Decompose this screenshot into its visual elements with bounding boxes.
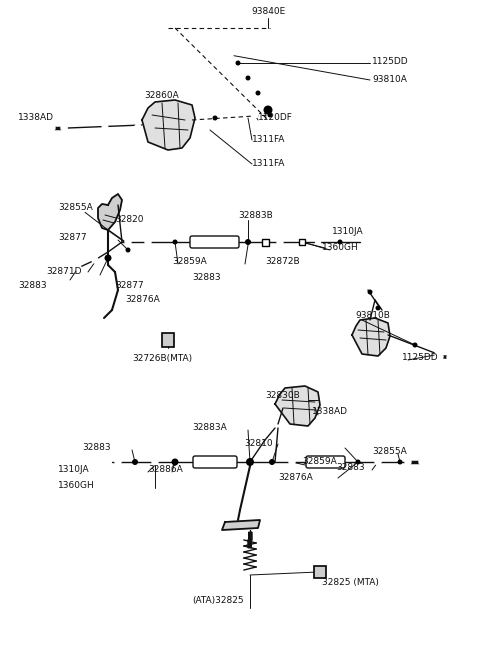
Text: 32872B: 32872B (265, 257, 300, 267)
Circle shape (245, 239, 251, 245)
Text: 1338AD: 1338AD (18, 113, 54, 122)
Text: 32830B: 32830B (265, 392, 300, 400)
Text: 32859A: 32859A (302, 457, 337, 466)
Text: 1310JA: 1310JA (332, 227, 364, 236)
Circle shape (412, 343, 418, 348)
Circle shape (437, 354, 443, 360)
Text: 32883: 32883 (192, 274, 221, 282)
Circle shape (255, 90, 261, 96)
Text: 32883: 32883 (336, 464, 365, 472)
Text: 32876A: 32876A (278, 474, 313, 483)
Circle shape (405, 459, 411, 465)
Bar (314, 566, 326, 578)
Text: 1311FA: 1311FA (252, 136, 286, 145)
Circle shape (79, 207, 85, 213)
Circle shape (125, 248, 131, 252)
FancyBboxPatch shape (306, 456, 345, 468)
Circle shape (135, 124, 141, 130)
Circle shape (145, 239, 151, 245)
Circle shape (213, 115, 217, 121)
Circle shape (92, 257, 98, 263)
Circle shape (375, 459, 381, 465)
Circle shape (447, 354, 453, 360)
Text: 32883: 32883 (82, 443, 110, 453)
Bar (299, 239, 305, 245)
Polygon shape (352, 318, 390, 356)
Text: 32871D: 32871D (46, 267, 82, 276)
Text: 93810B: 93810B (355, 310, 390, 320)
Circle shape (419, 459, 425, 465)
Circle shape (115, 459, 121, 465)
Circle shape (252, 112, 258, 118)
Circle shape (368, 290, 372, 295)
Circle shape (227, 52, 233, 58)
Circle shape (172, 240, 178, 244)
Text: 1338AD: 1338AD (312, 407, 348, 417)
Circle shape (356, 460, 360, 464)
Circle shape (315, 240, 321, 244)
Circle shape (245, 75, 251, 81)
Circle shape (61, 125, 67, 131)
Text: 1310JA: 1310JA (58, 466, 90, 474)
Text: 1125DD: 1125DD (372, 58, 408, 67)
Circle shape (171, 458, 179, 466)
Text: 93840E: 93840E (251, 7, 285, 16)
Circle shape (49, 125, 55, 131)
FancyBboxPatch shape (193, 456, 237, 468)
Circle shape (375, 305, 381, 310)
Circle shape (337, 240, 343, 244)
Text: 32820: 32820 (115, 215, 144, 225)
Circle shape (75, 265, 81, 271)
Circle shape (277, 239, 283, 245)
Text: 32876A: 32876A (125, 295, 160, 305)
Bar (262, 238, 268, 246)
Text: 32883A: 32883A (192, 424, 227, 432)
Text: 1125DD: 1125DD (402, 354, 439, 362)
Text: 32877: 32877 (115, 282, 144, 291)
Circle shape (269, 459, 275, 465)
Polygon shape (98, 194, 122, 230)
Text: 32825 (MTA): 32825 (MTA) (322, 578, 379, 586)
Text: 32855A: 32855A (58, 202, 93, 212)
Text: 32886A: 32886A (148, 466, 183, 474)
Text: 32726B(MTA): 32726B(MTA) (132, 354, 192, 362)
Text: 32859A: 32859A (172, 257, 207, 267)
FancyBboxPatch shape (190, 236, 239, 248)
Circle shape (105, 255, 111, 261)
Circle shape (246, 458, 254, 466)
Circle shape (125, 239, 131, 245)
Text: 1120DF: 1120DF (258, 113, 293, 122)
Text: 1360GH: 1360GH (58, 481, 95, 491)
Circle shape (132, 459, 138, 465)
Text: (ATA)32825: (ATA)32825 (192, 595, 244, 605)
Text: 32855A: 32855A (372, 447, 407, 457)
Text: 1360GH: 1360GH (322, 244, 359, 252)
Circle shape (397, 460, 403, 464)
Text: 32883B: 32883B (238, 210, 273, 219)
Text: 1311FA: 1311FA (252, 160, 286, 168)
Circle shape (289, 459, 295, 465)
Polygon shape (222, 520, 260, 530)
Circle shape (264, 105, 273, 115)
Bar (162, 333, 174, 347)
Circle shape (267, 113, 273, 117)
Text: 32860A: 32860A (144, 92, 180, 100)
Circle shape (102, 124, 108, 130)
Text: 32883: 32883 (18, 282, 47, 291)
Polygon shape (275, 386, 320, 426)
Polygon shape (142, 100, 195, 150)
Text: 32877: 32877 (58, 233, 86, 242)
Text: 32810: 32810 (244, 440, 273, 449)
Circle shape (152, 459, 158, 465)
Circle shape (236, 60, 240, 66)
Circle shape (435, 351, 441, 357)
Text: 93810A: 93810A (372, 75, 407, 84)
